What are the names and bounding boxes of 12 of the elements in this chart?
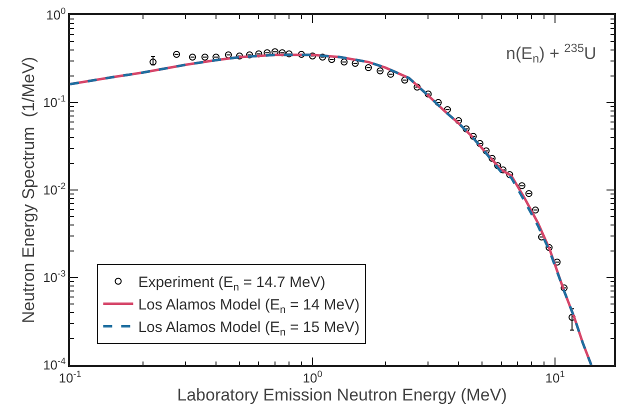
- y-tick-label: 10$^{-1}$: [43, 94, 66, 110]
- legend-label: Experiment (E$_{n}$ = 14.7 MeV): [138, 274, 326, 294]
- y-tick-label: 10$^{-3}$: [43, 268, 66, 286]
- y-tick-label: 10$^{-2}$: [43, 181, 66, 198]
- y-axis-title: Neutron Energy Spectrum (1/MeV): [19, 56, 38, 324]
- x-axis-title: Laboratory Emission Neutron Energy (MeV): [177, 385, 507, 404]
- legend-label: Los Alamos Model (E$_{n}$ = 14 MeV): [138, 296, 360, 316]
- annotation: n(E$_{n}$) + $^{235}$U: [506, 41, 596, 66]
- x-tick-label: 10$^{1}$: [545, 368, 565, 386]
- legend-label: Los Alamos Model (E$_{n}$ = 15 MeV): [138, 319, 360, 338]
- x-tick-label: 10$^{0}$: [302, 368, 322, 386]
- y-tick-label: 10$^{0}$: [46, 6, 66, 23]
